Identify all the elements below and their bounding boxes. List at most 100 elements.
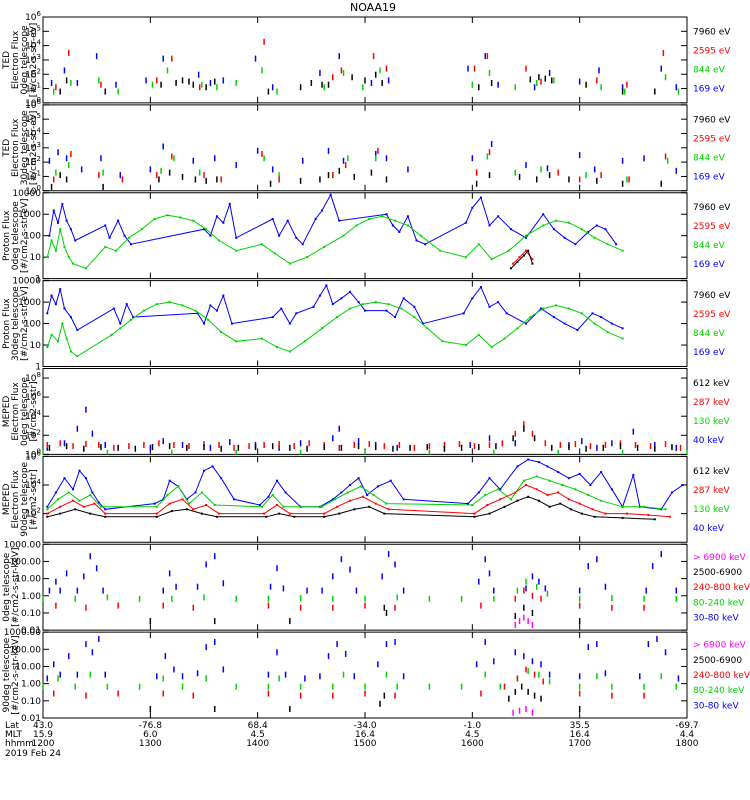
y-tick-label: 1000: [18, 298, 41, 308]
data-point: [200, 491, 203, 494]
data-point: [69, 316, 72, 319]
data-point: [497, 215, 500, 218]
legend-entry: 7960 eV: [693, 27, 731, 37]
data-point: [233, 498, 236, 501]
data-point: [209, 304, 212, 307]
data-point: [486, 504, 489, 507]
data-point: [514, 491, 517, 494]
data-point: [606, 331, 609, 334]
data-point: [59, 288, 62, 291]
data-point: [522, 254, 525, 257]
series-40-kev: [46, 406, 678, 451]
footer-value: 15.9: [33, 730, 53, 740]
data-point: [69, 350, 72, 353]
data-point: [653, 518, 656, 521]
data-point: [426, 327, 429, 330]
data-point: [46, 346, 49, 349]
data-point: [537, 499, 540, 502]
legend-entry: 7960 eV: [693, 115, 731, 125]
data-point: [368, 217, 371, 220]
data-point: [512, 262, 515, 265]
legend-entry: 2595 eV: [693, 134, 731, 144]
data-point: [89, 512, 92, 515]
series-line: [510, 249, 533, 269]
data-point: [552, 228, 555, 231]
y-axis-label: MEPED: [2, 396, 12, 428]
data-point: [595, 224, 598, 227]
data-point: [306, 256, 309, 259]
data-point: [203, 228, 205, 231]
data-point: [78, 469, 81, 472]
series-line: [46, 301, 623, 357]
data-point: [140, 228, 143, 231]
data-point: [593, 236, 596, 239]
data-point: [525, 236, 527, 239]
legend-entry: 612 keV: [693, 379, 730, 389]
data-point: [387, 303, 390, 306]
footer-value: 4.5: [251, 730, 265, 740]
series-844-ev: [46, 214, 624, 270]
panel-frame: [42, 104, 688, 192]
series-line: [47, 484, 670, 518]
data-point: [293, 515, 296, 518]
data-point: [57, 221, 60, 224]
data-point: [374, 301, 377, 304]
data-point: [114, 249, 117, 252]
data-point: [76, 329, 79, 332]
data-point: [342, 234, 345, 237]
y-axis-label: [#/cm2-s-str-eV]: [20, 286, 30, 361]
data-point: [563, 236, 566, 239]
data-point: [402, 498, 405, 501]
series-2500-6900: [149, 683, 581, 712]
legend-entry: 130 keV: [693, 505, 730, 515]
data-point: [394, 316, 397, 319]
data-point: [542, 224, 545, 227]
legend-entry: 130 keV: [693, 417, 730, 427]
data-point: [385, 213, 388, 216]
data-point: [479, 196, 482, 199]
data-point: [535, 488, 538, 491]
data-point: [357, 301, 360, 304]
data-point: [643, 505, 646, 508]
data-point: [419, 234, 422, 237]
data-point: [275, 479, 278, 482]
y-axis-label: Proton Flux: [2, 298, 12, 349]
data-point: [413, 305, 416, 308]
data-point: [203, 322, 205, 325]
series-844-ev: [46, 301, 624, 358]
data-point: [488, 477, 491, 480]
data-point: [413, 316, 416, 319]
footer-value: 1200: [32, 739, 55, 749]
data-point: [632, 473, 635, 476]
data-point: [567, 477, 570, 480]
y-tick-label: 1000.00: [4, 628, 41, 638]
data-point: [546, 494, 549, 497]
data-point: [213, 504, 216, 507]
legend-entry: 2595 eV: [693, 222, 731, 232]
data-point: [576, 329, 579, 332]
panel-frame: [42, 455, 688, 543]
y-tick-label: 10.00: [15, 662, 41, 672]
data-point: [127, 236, 130, 239]
y-axis-label: Electron Flux: [11, 382, 21, 441]
y-tick-label: 0.10: [21, 697, 41, 707]
data-point: [471, 206, 474, 209]
data-point: [497, 488, 500, 491]
data-point: [516, 260, 519, 263]
data-point: [621, 327, 624, 330]
y-axis-label: 0deg telescope: [20, 25, 30, 95]
series-844-ev: [52, 67, 680, 95]
data-point: [555, 219, 558, 222]
data-point: [194, 491, 197, 494]
data-point: [394, 219, 397, 222]
series-80-240-kev: [42, 578, 678, 602]
data-point: [499, 488, 502, 491]
data-point: [525, 484, 527, 486]
data-point: [280, 307, 283, 310]
data-point: [593, 515, 596, 518]
data-point: [323, 245, 326, 248]
data-point: [104, 224, 107, 227]
data-point: [125, 303, 128, 306]
data-point: [170, 510, 173, 513]
y-axis-label: [#/cm2-s-str-eV]: [29, 23, 39, 98]
